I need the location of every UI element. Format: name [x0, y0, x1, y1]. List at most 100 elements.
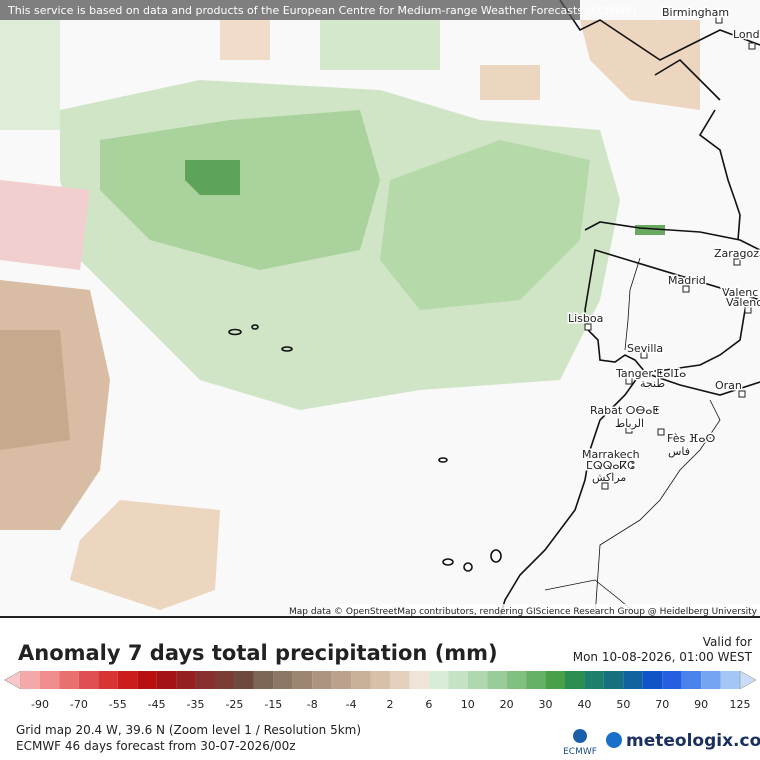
- colorbar-box: [390, 671, 410, 689]
- city-marker: [657, 428, 665, 436]
- city-marker: [738, 390, 746, 398]
- city-label: فاس: [668, 445, 690, 458]
- colorbar-box: [662, 671, 682, 689]
- colorbar-box: [273, 671, 293, 689]
- city-label: Fès ⴼⴰⵙ: [667, 432, 715, 445]
- colorbar-tick-label: -8: [307, 698, 318, 711]
- colorbar-tick-label: 6: [425, 698, 432, 711]
- colorbar-box: [78, 671, 99, 689]
- colorbar-tick-label: -4: [346, 698, 357, 711]
- city-labels: Birmingham Lond Zaragoza Madrid ValencValenc…: [567, 5, 760, 490]
- colorbar-tick-label: 2: [387, 698, 394, 711]
- colorbar-box: [448, 671, 468, 689]
- colorbar-box: [681, 671, 702, 689]
- colorbar-box: [253, 671, 274, 689]
- colorbar-box: [584, 671, 604, 689]
- colorbar-box: [20, 671, 40, 689]
- colorbar-box: [545, 671, 565, 689]
- city-label: Lond: [733, 28, 760, 41]
- colorbar-box: [428, 671, 449, 689]
- colorbar-tick-label: -35: [187, 698, 205, 711]
- colorbar-box: [623, 671, 643, 689]
- city-marker: [748, 42, 756, 50]
- valid-time: Mon 10-08-2026, 01:00 WEST: [573, 650, 753, 664]
- city-label: Valenc: [726, 296, 760, 309]
- colorbar-tick-label: -25: [225, 698, 243, 711]
- colorbar-tick-label: -45: [148, 698, 166, 711]
- city-marker: [640, 351, 648, 359]
- banner: This service is based on data and produc…: [7, 4, 636, 17]
- colorbar-tick-label: 70: [655, 698, 669, 711]
- colorbar-tick-label: 50: [616, 698, 630, 711]
- colorbar-box: [176, 671, 196, 689]
- city-marker: [682, 285, 690, 293]
- colorbar-tick-label: -15: [264, 698, 282, 711]
- colorbar-box: [156, 671, 177, 689]
- colorbar-box: [137, 671, 157, 689]
- city-label: Marrakech: [582, 448, 640, 461]
- map: This service is based on data and produc…: [0, 0, 760, 618]
- city-label: ⵎⵕⵕⴰⴽⵛ: [586, 459, 635, 472]
- colorbar-tick-label: -90: [31, 698, 49, 711]
- city-marker: [601, 482, 609, 490]
- ecmwf-logo: ECMWF: [563, 747, 597, 757]
- city-marker: [744, 306, 752, 314]
- city-label: Oran: [715, 379, 742, 392]
- colorbar-box: [409, 671, 429, 689]
- colorbar-box: [195, 671, 215, 689]
- city-label: Sevilla: [627, 342, 663, 355]
- legend-title: Anomaly 7 days total precipitation (mm): [18, 641, 498, 665]
- colorbar-box: [506, 671, 527, 689]
- city-label: الرباط: [615, 417, 644, 430]
- city-label: Rabat ⵔⴱⴰⵟ: [590, 404, 659, 417]
- colorbar-box: [487, 671, 507, 689]
- colorbar-box: [526, 671, 546, 689]
- city-marker: [625, 426, 633, 434]
- city-label: مراكش: [592, 471, 626, 484]
- colorbar-tick-label: -55: [109, 698, 127, 711]
- colorbar-box: [331, 671, 352, 689]
- colorbar-box: [292, 671, 313, 689]
- colorbar-box: [701, 671, 721, 689]
- forecast-info: ECMWF 46 days forecast from 30-07-2026/0…: [16, 739, 296, 753]
- colorbar-tick-label: 20: [500, 698, 514, 711]
- city-label: Madrid: [668, 274, 706, 287]
- city-label: Lisboa: [568, 312, 603, 325]
- colorbar-box: [117, 671, 138, 689]
- colorbar-tick-label: 10: [461, 698, 475, 711]
- colorbar-box: [98, 671, 118, 689]
- colorbar-box: [603, 671, 624, 689]
- attribution: Map data © OpenStreetMap contributors, r…: [289, 607, 758, 617]
- city-label: Birmingham: [662, 6, 729, 19]
- city-marker: [715, 16, 723, 24]
- colorbar-box: [351, 671, 371, 689]
- city-marker: [584, 323, 592, 331]
- colorbar-tick-label: 90: [694, 698, 708, 711]
- colorbar-box: [40, 671, 60, 689]
- city-marker: [625, 377, 633, 385]
- colorbar-tick-label: 125: [730, 698, 751, 711]
- city-marker: [733, 258, 741, 266]
- colorbar-over: [739, 670, 757, 690]
- city-label: Zaragoza: [714, 247, 760, 260]
- city-label: Tanger ⵟⴰⵏⵊⴰ: [615, 367, 686, 380]
- grid-info: Grid map 20.4 W, 39.6 N (Zoom level 1 / …: [16, 723, 361, 737]
- colorbar-box: [370, 671, 390, 689]
- colorbar: -90 -70 -55 -45 -35 -25 -15 -8 -4 2 6 10 20 30 40 50 70 9…: [4, 670, 757, 711]
- colorbar-box: [565, 671, 585, 689]
- colorbar-tick-label: -70: [70, 698, 88, 711]
- colorbar-box: [215, 671, 235, 689]
- city-label: Valenc: [722, 286, 758, 299]
- colorbar-tick-label: 40: [577, 698, 591, 711]
- colorbar-box: [59, 671, 79, 689]
- colorbar-box: [720, 671, 740, 689]
- colorbar-box: [467, 671, 488, 689]
- city-marker: [733, 297, 741, 305]
- colorbar-box: [234, 671, 254, 689]
- colorbar-box: [312, 671, 332, 689]
- brand: meteologix.com: [626, 731, 760, 751]
- valid-label: Valid for: [703, 635, 752, 649]
- colorbar-box: [642, 671, 663, 689]
- colorbar-tick-label: 30: [539, 698, 553, 711]
